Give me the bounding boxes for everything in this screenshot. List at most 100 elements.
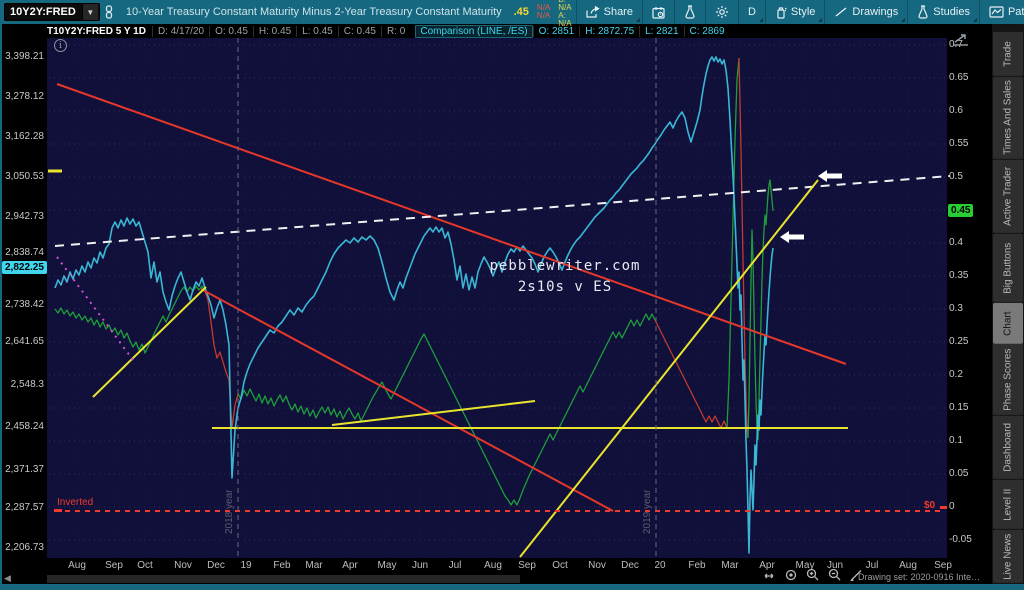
symbol-dropdown[interactable]: 10Y2Y:FRED ▼ <box>4 3 100 21</box>
symbol-text: 10Y2Y:FRED <box>10 6 76 18</box>
month-label: May <box>795 560 815 571</box>
chart-canvas[interactable] <box>0 24 992 584</box>
sidebar-tab-big-buttons[interactable]: Big Buttons <box>993 233 1023 302</box>
price-axis-left[interactable]: 3,398.21 3,278.12 3,162.28 3,050.53 2,942.73… <box>0 24 46 560</box>
month-label: Mar <box>305 560 323 571</box>
comparison-ohlc-field: L: 2821 <box>639 26 683 37</box>
white-left-arrow <box>818 170 842 182</box>
drawing-yellow-rise-2018 <box>92 286 207 398</box>
last-price-bubble: 2,822.25 <box>2 261 47 274</box>
month-label: Jul <box>865 560 879 571</box>
right-axis-label: 0.3 <box>949 303 963 314</box>
chart-scrollbar[interactable] <box>47 575 520 583</box>
sidebar-tab-dashboard[interactable]: Dashboard <box>993 416 1023 480</box>
year-2019-label: 2019 year <box>642 489 653 534</box>
auto-scale-icon[interactable] <box>951 31 971 52</box>
drawing-yellow-uptrend-2020 <box>519 179 819 558</box>
pan-icon[interactable] <box>762 568 776 586</box>
watermark-line1: pebblewriter.com <box>489 258 641 274</box>
month-label: Jul <box>448 560 462 571</box>
month-label: Sep <box>518 560 536 571</box>
left-axis-label: 3,050.53 <box>5 171 44 182</box>
zero-tick-left <box>54 509 62 512</box>
patterns-button[interactable]: Patterns <box>978 0 1024 24</box>
left-axis-label: 2,738.42 <box>5 299 44 310</box>
left-axis-label: 2,942.73 <box>5 211 44 222</box>
quick-study-flask-button[interactable] <box>673 0 705 24</box>
sidebar-tab-live-news[interactable]: Live News <box>993 530 1023 583</box>
sidebar-tab-chart[interactable]: Chart <box>993 302 1023 344</box>
month-label: Jun <box>411 560 429 571</box>
comparison-ohlc-field: O: 2851 <box>532 26 580 37</box>
chart-toolbar: 10Y2Y:FRED ▼ 10-Year Treasury Constant M… <box>0 0 1024 28</box>
zero-dollar-label: $0 <box>924 500 936 511</box>
right-axis-label: 0.6 <box>949 105 963 116</box>
inverted-label: Inverted <box>57 497 94 508</box>
month-label: Jun <box>826 560 844 571</box>
sidebar-tab-trade[interactable]: Trade <box>993 32 1023 76</box>
left-axis-label: 3,162.28 <box>5 131 44 142</box>
drawing-magenta-dotted <box>56 256 134 361</box>
month-label: Sep <box>934 560 952 571</box>
chart-info-icon[interactable]: i <box>54 39 67 52</box>
ohlc-field: O: 0.45 <box>209 26 253 37</box>
year-2018-label: 2018 year <box>224 489 235 534</box>
right-axis-label: 0.05 <box>949 468 969 479</box>
left-axis-label: 2,838.74 <box>5 247 44 258</box>
studies-button[interactable]: Studies <box>907 0 979 24</box>
spread-series-segment <box>757 179 774 441</box>
sidebar-tab-times-and-sales[interactable]: Times And Sales <box>993 76 1023 159</box>
left-axis-label: 2,458.24 <box>5 421 44 432</box>
interval-button[interactable]: D <box>737 0 765 24</box>
left-axis-label: 2,548.3 <box>10 379 44 390</box>
right-sidebar: Trade Times And Sales Active Trader Big But… <box>992 24 1024 584</box>
left-axis-label: 2,287.57 <box>5 502 44 513</box>
sidebar-tab-level-ii[interactable]: Level II <box>993 480 1023 530</box>
comparison-ohlc-field: H: 2872.75 <box>579 26 639 37</box>
plot-background <box>47 38 947 558</box>
zoom-in-icon[interactable] <box>806 568 819 586</box>
spread-series-segment <box>726 57 740 429</box>
window-border-left <box>0 24 2 590</box>
economic-events-button[interactable] <box>641 0 674 24</box>
comparison-badge[interactable]: Comparison (LINE, /ES) <box>415 25 533 38</box>
month-label: Aug <box>68 560 86 571</box>
drawing-red-downtrend-long <box>56 83 847 365</box>
drawing-set-status[interactable]: Drawing set: 2020-0916 Inte… <box>858 572 981 582</box>
right-axis-label: 0.35 <box>949 270 969 281</box>
scroll-left-icon[interactable]: ◀ <box>4 573 11 583</box>
share-button[interactable]: Share <box>575 0 642 24</box>
chart-quick-tools <box>762 568 863 586</box>
spread-series-segment <box>54 285 206 354</box>
zero-tick-right <box>940 506 947 509</box>
draw-pencil-icon[interactable] <box>849 568 863 586</box>
right-axis-label: 0.65 <box>949 72 969 83</box>
na-values: N/A N/A <box>536 3 551 20</box>
zoom-out-icon[interactable] <box>828 568 841 586</box>
month-label: May <box>377 560 397 571</box>
month-label: Nov <box>588 560 606 571</box>
zoom-reset-icon[interactable] <box>785 568 797 586</box>
month-label: Dec <box>207 560 225 571</box>
time-axis[interactable]: Aug Sep Oct Nov Dec 19 Feb Mar Apr May Jun Jul Aug Se… <box>0 558 992 574</box>
white-left-arrow <box>780 231 804 243</box>
last-value: .45 <box>513 6 529 18</box>
value-axis-right[interactable]: 0.7 0.65 0.6 0.55 0.5 0.4 0.35 0.3 0.25 0.2 0.15 0.… <box>949 24 991 560</box>
sidebar-tab-phase-scores[interactable]: Phase Scores <box>993 344 1023 416</box>
spread-series-segment <box>747 229 758 439</box>
drawings-button[interactable]: Drawings <box>824 0 907 24</box>
month-label: Sep <box>105 560 123 571</box>
left-axis-label: 2,641.65 <box>5 336 44 347</box>
style-button[interactable]: Style <box>764 0 824 24</box>
settings-gear-button[interactable] <box>704 0 738 24</box>
left-axis-label: 2,371.37 <box>5 464 44 475</box>
right-axis-label: 0.25 <box>949 336 969 347</box>
sidebar-tab-active-trader[interactable]: Active Trader <box>993 159 1023 233</box>
ohlc-field: D: 4/17/20 <box>151 26 209 37</box>
drawing-red-downtrend-short <box>200 288 614 512</box>
es-comparison-series <box>54 56 774 554</box>
month-label: Dec <box>621 560 639 571</box>
bid-ask-values: B: N/AA: N/A <box>558 0 572 28</box>
link-chart-icon[interactable] <box>100 0 118 24</box>
